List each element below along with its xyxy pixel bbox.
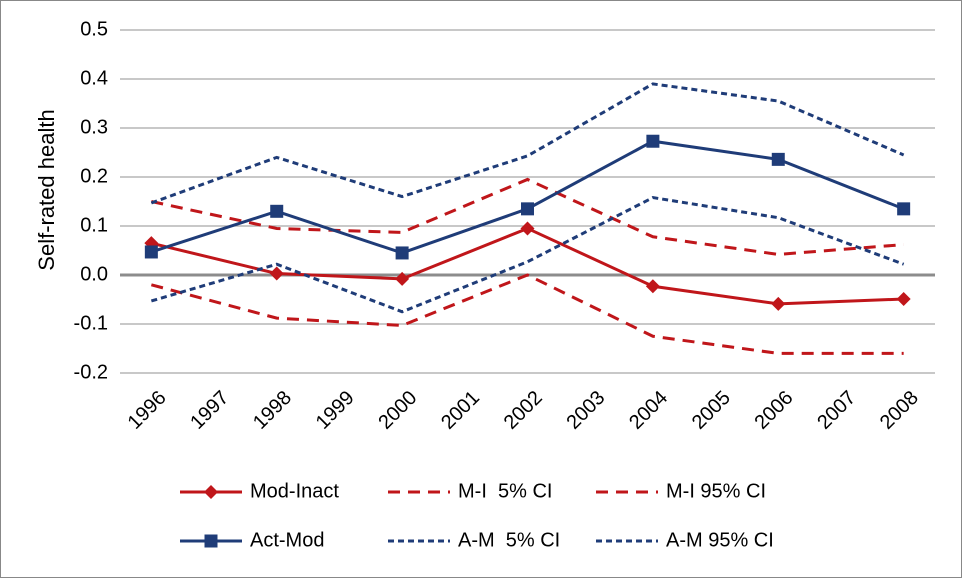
y-tick-label: -0.2 [74,361,108,383]
point [270,204,284,218]
y-axis-label: Self-rated health [34,109,59,270]
point [771,152,785,166]
legend-label: M-I 95% CI [666,480,766,502]
point [771,296,786,311]
point [645,279,660,294]
legend-label: A-M 95% CI [666,529,774,551]
series-line [150,273,904,355]
y-tick-label: 0.1 [80,214,108,236]
y-tick-label: 0.0 [80,263,108,285]
y-tick-label: -0.1 [74,312,108,334]
point [395,271,410,286]
legend-label: A-M 5% CI [458,529,560,551]
y-tick-label: 0.5 [80,18,108,40]
series-line [150,196,905,314]
point [896,292,911,307]
y-tick-label: 0.3 [80,116,108,138]
point [395,246,409,260]
series-line [151,177,904,256]
point [204,534,218,548]
series-line [150,82,905,205]
point [204,485,218,499]
legend-label: M-I 5% CI [458,480,552,502]
point [144,245,158,259]
point [897,202,911,216]
point [269,266,284,281]
y-tick-label: 0.2 [80,165,108,187]
y-tick-label: 0.4 [80,67,108,89]
legend-label: Mod-Inact [250,480,339,502]
point [521,202,534,216]
point [646,134,660,148]
point [520,221,535,236]
legend-label: Act-Mod [250,529,324,551]
